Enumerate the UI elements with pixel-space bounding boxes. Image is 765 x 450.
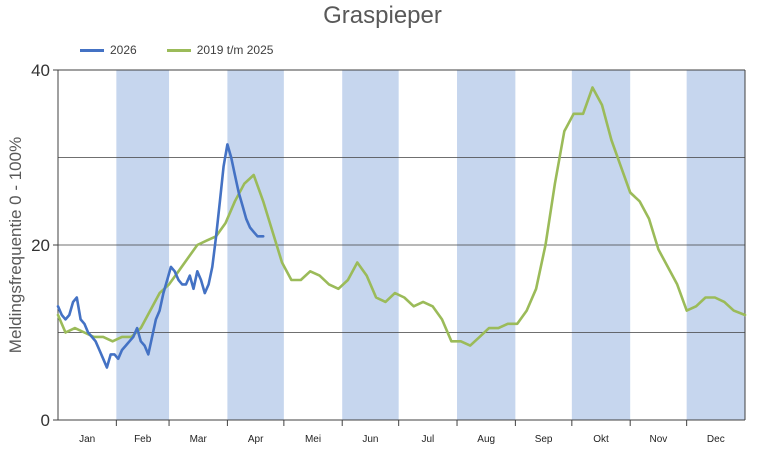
legend: 2026 2019 t/m 2025 bbox=[80, 43, 273, 57]
x-tick-label-jun: Jun bbox=[362, 434, 378, 445]
series-line-2026 bbox=[56, 143, 265, 369]
chart-title: Graspieper bbox=[323, 2, 442, 29]
x-tick-label-jan: Jan bbox=[79, 434, 95, 445]
legend-swatch-2019-2025 bbox=[166, 48, 191, 52]
x-tick-label-jul: Jul bbox=[421, 434, 434, 445]
x-tick-label-mar: Mar bbox=[190, 434, 208, 445]
y-tick-label-0: 0 bbox=[41, 411, 50, 430]
legend-item-2026: 2026 bbox=[80, 43, 137, 57]
x-tick-label-aug: Aug bbox=[477, 434, 495, 445]
x-tick-label-okt: Okt bbox=[593, 434, 609, 445]
x-tick-label-dec: Dec bbox=[707, 434, 725, 445]
y-tick-label-20: 20 bbox=[31, 236, 50, 255]
legend-swatch-2026 bbox=[80, 48, 104, 52]
x-tick-label-mei: Mei bbox=[305, 434, 321, 445]
legend-label-2019-2025: 2019 t/m 2025 bbox=[196, 43, 274, 57]
y-tick-label-40: 40 bbox=[31, 61, 50, 80]
x-tick-label-nov: Nov bbox=[650, 434, 668, 445]
x-tick-label-apr: Apr bbox=[248, 434, 264, 445]
legend-label-2026: 2026 bbox=[110, 43, 137, 57]
legend-item-2019-2025: 2019 t/m 2025 bbox=[166, 43, 274, 57]
series-line-2019-2025 bbox=[56, 86, 747, 347]
x-tick-label-sep: Sep bbox=[535, 434, 553, 445]
x-tick-label-feb: Feb bbox=[134, 434, 152, 445]
